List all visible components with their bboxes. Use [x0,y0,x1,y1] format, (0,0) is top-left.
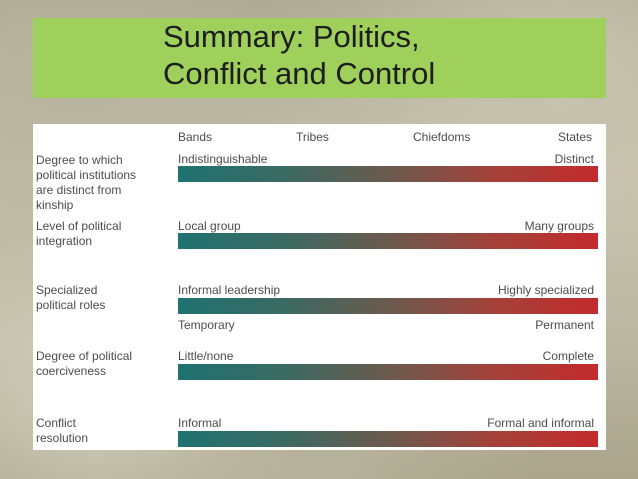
row2-gradient-bar [178,233,598,249]
row3-left-sublabel: Temporary [178,318,235,332]
row1-gradient-bar [178,166,598,182]
row-label-coerciveness: Degree of political coerciveness [36,349,133,378]
slide-title-line-1: Summary: Politics, [163,19,420,54]
row2-right-label: Many groups [524,219,594,233]
row3-right-sublabel: Permanent [535,318,594,332]
row4-gradient-bar [178,364,598,380]
row5-gradient-bar [178,431,598,447]
row4-right-label: Complete [542,349,594,363]
stage-chiefdoms: Chiefdoms [413,130,471,144]
row-label-integration: Level of political integration [36,219,122,248]
row5-left-label: Informal [178,416,222,430]
stage-states: States [558,130,593,144]
row1-right-label: Distinct [554,152,594,166]
row3-right-label: Highly specialized [497,283,594,297]
row-label-kinship: Degree to which political institutions a… [36,153,137,212]
row-label-conflict: Conflict resolution [36,416,89,445]
slide-title: Summary: Politics, Conflict and Control [163,18,603,92]
row2-left-label: Local group [178,219,241,233]
row5-right-label: Formal and informal [487,416,594,430]
row4-left-label: Little/none [178,349,234,363]
row3-gradient-bar [178,298,598,314]
stage-tribes: Tribes [296,130,329,144]
slide-title-line-2: Conflict and Control [163,56,436,91]
row-label-roles: Specialized political roles [36,283,106,312]
row1-left-label: Indistinguishable [178,152,268,166]
stage-bands: Bands [178,130,213,144]
row3-left-label: Informal leadership [178,283,281,297]
title-banner [33,18,606,98]
